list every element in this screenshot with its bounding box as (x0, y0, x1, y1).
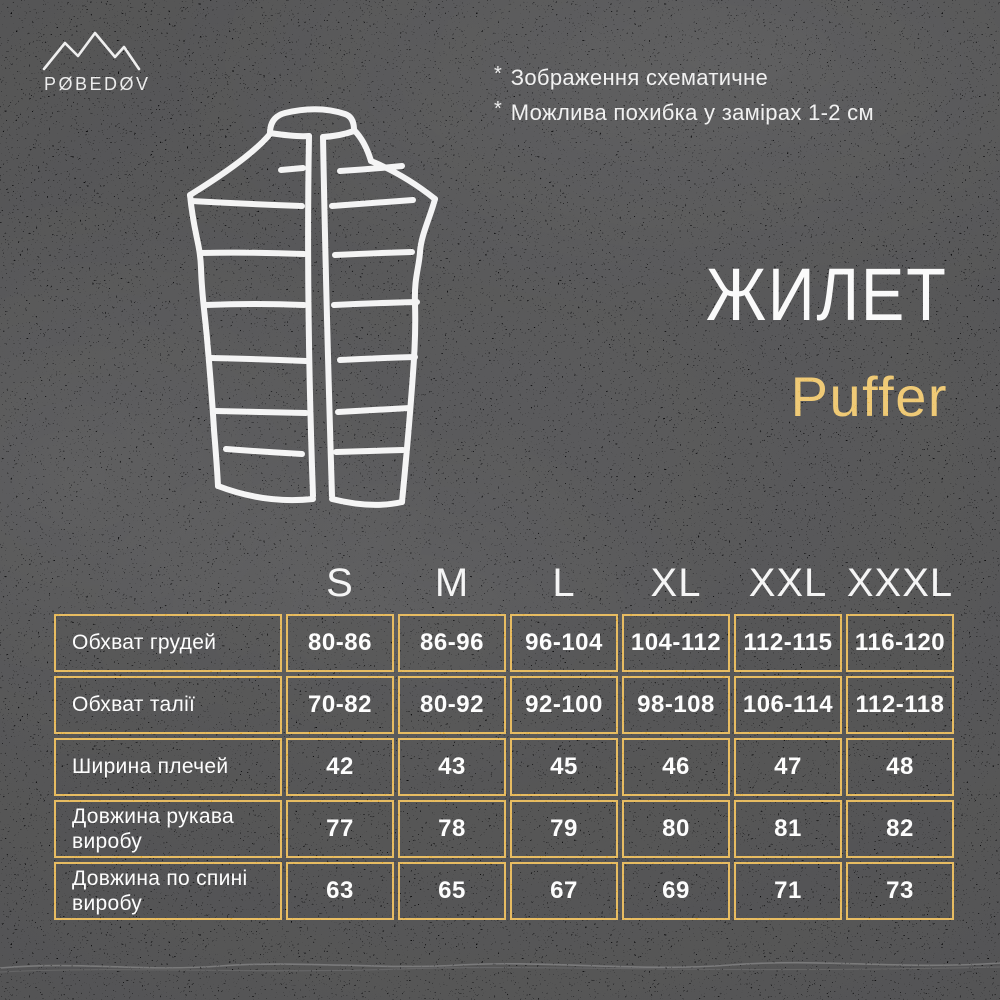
size-chart: S M L XL XXL XXXL Обхват грудей 80-86 86… (50, 552, 958, 924)
note-line: * Можлива похибка у замірах 1-2 см (494, 97, 874, 127)
cell-value: 82 (846, 800, 954, 858)
size-header-row: S M L XL XXL XXXL (54, 556, 954, 610)
size-header: M (434, 560, 470, 605)
table-row: Обхват грудей 80-86 86-96 96-104 104-112… (54, 614, 954, 672)
cell-value: 70-82 (286, 676, 394, 734)
row-label: Довжина рукава виробу (54, 800, 282, 858)
table-row: Обхват талії 70-82 80-92 92-100 98-108 1… (54, 676, 954, 734)
cell-value: 71 (734, 862, 842, 920)
cell-value: 45 (510, 738, 618, 796)
cell-value: 112-118 (846, 676, 954, 734)
row-label: Довжина по спині виробу (54, 862, 282, 920)
puffer-vest-illustration (187, 106, 438, 508)
cell-value: 63 (286, 862, 394, 920)
cell-value: 106-114 (734, 676, 842, 734)
cell-value: 69 (622, 862, 730, 920)
cell-value: 48 (846, 738, 954, 796)
mountains-icon (42, 31, 141, 71)
size-header: S (326, 560, 354, 605)
brand-logo-text: PØBEDØV (44, 74, 151, 94)
product-title: ЖИЛЕТ (706, 253, 948, 336)
cell-value: 43 (398, 738, 506, 796)
size-header-spacer (54, 556, 282, 610)
table-row: Довжина рукава виробу 77 78 79 80 81 82 (54, 800, 954, 858)
cell-value: 47 (734, 738, 842, 796)
asterisk-bullet-icon: * (494, 97, 502, 120)
cell-value: 79 (510, 800, 618, 858)
cell-value: 67 (510, 862, 618, 920)
brand-logo: PØBEDØV (42, 30, 151, 95)
cell-value: 65 (398, 862, 506, 920)
asterisk-bullet-icon: * (494, 63, 502, 85)
cell-value: 116-120 (846, 614, 954, 672)
size-header: XXL (748, 560, 828, 605)
cell-value: 73 (846, 862, 954, 920)
size-chart-table: S M L XL XXL XXXL Обхват грудей 80-86 86… (50, 552, 958, 924)
size-header: XL (650, 560, 702, 605)
cell-value: 46 (622, 738, 730, 796)
note-text: Можлива похибка у замірах 1-2 см (510, 99, 874, 125)
table-row: Ширина плечей 42 43 45 46 47 48 (54, 738, 954, 796)
cell-value: 80-92 (398, 676, 506, 734)
note-line: * Зображення схематичне (494, 63, 874, 92)
row-label: Обхват талії (54, 676, 282, 734)
table-row: Довжина по спині виробу 63 65 67 69 71 7… (54, 862, 954, 920)
cell-value: 112-115 (734, 614, 842, 672)
row-label: Обхват грудей (54, 614, 282, 672)
scratch-texture (0, 961, 1000, 973)
cell-value: 98-108 (622, 676, 730, 734)
cell-value: 104-112 (622, 614, 730, 672)
cell-value: 77 (286, 800, 394, 858)
cell-value: 80-86 (286, 614, 394, 672)
cell-value: 96-104 (510, 614, 618, 672)
cell-value: 81 (734, 800, 842, 858)
cell-value: 42 (286, 738, 394, 796)
size-header: XXXL (846, 560, 954, 605)
cell-value: 86-96 (398, 614, 506, 672)
note-text: Зображення схематичне (510, 65, 769, 90)
product-subtitle: Puffer (790, 365, 948, 428)
cell-value: 80 (622, 800, 730, 858)
row-label: Ширина плечей (54, 738, 282, 796)
cell-value: 92-100 (510, 676, 618, 734)
disclaimer-notes: * Зображення схематичне * Можлива похибк… (494, 63, 874, 133)
size-header: L (552, 560, 576, 605)
cell-value: 78 (398, 800, 506, 858)
